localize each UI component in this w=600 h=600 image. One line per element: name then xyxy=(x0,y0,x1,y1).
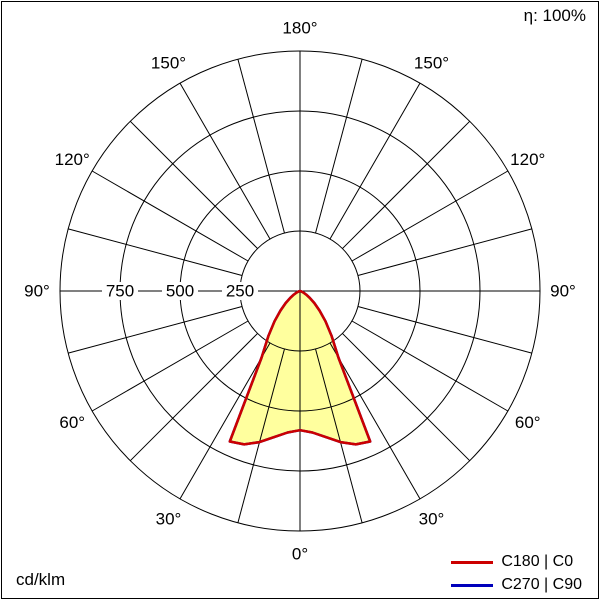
blue-curve-legend-line xyxy=(451,583,494,587)
grid-spoke xyxy=(91,170,249,262)
ring-label-mask xyxy=(222,282,258,300)
grid-spoke xyxy=(179,342,271,500)
grid-spoke xyxy=(342,120,471,249)
angle-label: 60° xyxy=(515,413,541,432)
legend-label-c90: C270 | C90 xyxy=(501,576,582,593)
grid-spoke xyxy=(315,59,363,234)
angle-label: 180° xyxy=(282,19,317,38)
grid-spoke xyxy=(91,320,249,412)
grid-spoke xyxy=(179,82,271,240)
angle-label: 120° xyxy=(510,150,545,169)
angle-label: 90° xyxy=(550,282,576,301)
ring-label-mask xyxy=(162,282,198,300)
angle-label: 150° xyxy=(151,54,186,73)
angle-label: 90° xyxy=(24,282,50,301)
grid-spoke xyxy=(329,82,421,240)
grid-spoke xyxy=(315,348,363,523)
grid-spoke xyxy=(357,306,532,354)
grid-spoke xyxy=(329,342,421,500)
legend: C180 | C0 C270 | C90 xyxy=(451,553,582,594)
grid-spoke xyxy=(129,120,258,249)
legend-entry-c90: C270 | C90 xyxy=(451,576,582,594)
ring-label-mask xyxy=(102,282,138,300)
grid-spoke xyxy=(68,306,243,354)
angle-label: 60° xyxy=(59,413,85,432)
legend-label-c0: C180 | C0 xyxy=(501,553,574,570)
red-curve-legend-line xyxy=(451,560,494,564)
angle-label: 120° xyxy=(55,150,90,169)
legend-entry-c0: C180 | C0 xyxy=(451,553,582,571)
ring-label: 500 xyxy=(166,282,194,301)
ring-label: 750 xyxy=(106,282,134,301)
angle-label: 0° xyxy=(292,545,308,564)
c0-c180-curve xyxy=(228,289,372,446)
grid-spoke xyxy=(357,228,532,276)
grid-spoke xyxy=(129,333,258,462)
angle-label: 150° xyxy=(414,54,449,73)
angle-label: 30° xyxy=(419,509,445,528)
grid-spoke xyxy=(237,348,285,523)
grid-spoke xyxy=(351,170,509,262)
grid-spoke xyxy=(351,320,509,412)
units-label: cd/klm xyxy=(16,570,66,589)
angle-label: 30° xyxy=(156,509,182,528)
grid-spoke xyxy=(342,333,471,462)
grid-spoke xyxy=(68,228,243,276)
efficiency-label: η: 100% xyxy=(523,6,586,25)
grid-spoke xyxy=(237,59,285,234)
ring-label: 250 xyxy=(226,282,254,301)
